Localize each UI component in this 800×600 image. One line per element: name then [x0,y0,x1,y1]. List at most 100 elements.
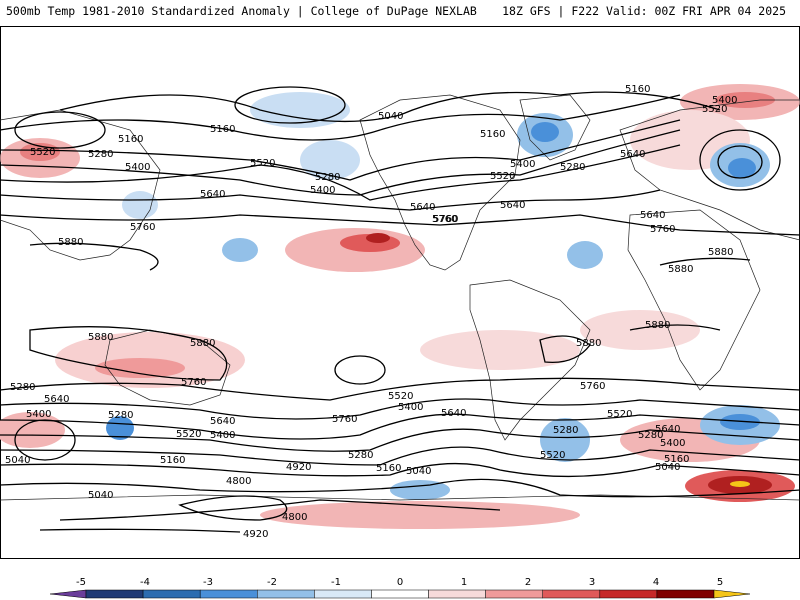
cold-anomaly-tasman [106,416,134,440]
contour-5400-south [0,428,800,452]
contour-label: 5640 [441,408,466,419]
contour-5520-north [0,144,681,201]
colorbar-segment [428,589,486,599]
contour-label: 5280 [348,450,373,461]
contour-5640-south [0,398,800,420]
contour-label: 5640 [655,424,680,435]
contour-label: 5760 [332,414,357,425]
contour-label: 5160 [210,124,235,135]
cold-anomaly-scandinavia-core [728,158,756,178]
colorbar-segment [314,589,372,599]
contour-label: 5280 [315,172,340,183]
colorbar-tick: 4 [653,577,659,588]
warm-anomaly-mid-pacific-peak [366,233,390,243]
contour-label: 5280 [638,430,663,441]
contour-5400-north [0,129,681,196]
contour-label: 5520 [250,158,275,169]
contour-5880-south [29,324,721,381]
contour-4920-south [39,499,501,533]
contour-label: 4800 [282,512,307,523]
contour-5880-north [29,242,751,271]
contour-label: 5040 [88,490,113,501]
contour-5160-south [0,462,800,478]
contour-label: 5520 [490,171,515,182]
colorbar-segment [599,589,658,599]
coast-africa [627,209,761,391]
contour-label: 5880 [58,237,83,248]
contour-5040-north [59,91,721,123]
contour-label: 5400 [125,162,150,173]
contour-label: 5160 [625,84,650,95]
contour-4800-south [178,495,288,521]
cold-anomaly-south-atlantic [540,418,590,462]
height-contours [0,86,800,533]
coast-eurasia [619,99,800,241]
contour-label: 5280 [108,410,133,421]
colorbar-tick: 0 [397,577,403,588]
contour-label: 5880 [190,338,215,349]
contour-5760-north [0,214,800,236]
contour-label: 5520 [30,147,55,158]
contour-low-europe [699,129,781,191]
cold-anomaly-atlantic [567,241,603,269]
contour-5280-north [0,119,681,181]
contour-label: 5280 [88,149,113,160]
contour-label: 4920 [286,462,311,473]
colorbar-ticks: -5 -4 -3 -2 -1 0 1 2 3 4 5 [76,577,723,588]
map-title: 500mb Temp 1981-2010 Standardized Anomal… [6,4,477,18]
colorbar-segment [142,589,201,599]
contour-label: 5400 [26,409,51,420]
anomaly-map: 5160 5400 5520 5040 5160 5400 5520 5280 … [0,26,800,559]
contour-label: 5280 [560,162,585,173]
colorbar-tick: -2 [267,577,277,588]
contour-label: 5520 [388,391,413,402]
cold-anomaly-northeast-asia [122,191,158,219]
contour-low-europe-inner [717,145,763,179]
warm-anomaly-south-atlantic [580,310,700,350]
contour-label: 5760 [433,214,458,225]
contour-label: 5640 [200,189,225,200]
contour-label: 5040 [5,455,30,466]
contour-5040-south [0,478,800,498]
contour-label: 5760 [181,377,206,388]
contour-label: 5280 [10,382,35,393]
contour-label: 5880 [645,320,670,331]
colorbar-segment [199,589,258,599]
contour-low-alaska [234,86,346,124]
contour-label: 5640 [500,200,525,211]
contour-labels: 5160 5400 5520 5040 5160 5400 5520 5280 … [5,84,737,540]
warm-anomaly-antarctic-peak [730,481,750,487]
contour-label: 5280 [553,425,578,436]
contour-label: 5520 [702,104,727,115]
contour-label: 5400 [510,159,535,170]
colorbar-segment [542,589,601,599]
contour-label: 5640 [44,394,69,405]
colorbar-tick: -5 [76,577,86,588]
warm-anomaly-australia-core [95,358,185,378]
colorbar-end-low [49,589,87,599]
cold-anomaly-greenland-core [531,122,559,142]
contour-label: 5400 [398,402,423,413]
colorbar: -5 -4 -3 -2 -1 0 1 2 3 4 5 [49,577,751,599]
contour-low-tasman [14,419,76,461]
contour-label: 5640 [640,210,665,221]
contour-label: 5040 [406,466,431,477]
colorbar-tick: 5 [717,577,723,588]
colorbar-segment [485,589,543,599]
contour-label: 5640 [210,416,235,427]
cold-anomaly-southern-indian-core [720,414,760,430]
contour-high-pacific [334,355,386,385]
contour-label: 5520 [607,409,632,420]
colorbar-tick: 2 [525,577,531,588]
cold-anomaly-canada [300,140,360,180]
contour-label: 5040 [655,462,680,473]
contour-label: 5400 [660,438,685,449]
contour-label: 5760 [650,224,675,235]
colorbar-segments [49,589,751,599]
map-frame [0,26,800,559]
colorbar-segment [656,589,715,599]
contour-label: 5160 [480,129,505,140]
contour-label: 5880 [88,332,113,343]
colorbar-segment [257,589,315,599]
colorbar-segment [371,589,429,599]
